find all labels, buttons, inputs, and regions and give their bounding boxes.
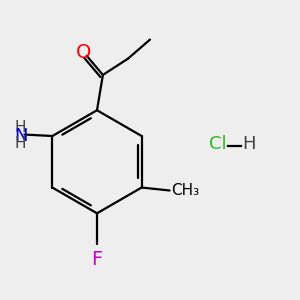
Text: N: N (14, 127, 27, 145)
Text: Cl: Cl (209, 135, 226, 153)
Text: H: H (243, 135, 256, 153)
Text: F: F (92, 250, 103, 268)
Text: CH₃: CH₃ (171, 183, 199, 198)
Text: O: O (76, 43, 91, 62)
Text: H: H (15, 120, 26, 135)
Text: H: H (15, 136, 26, 152)
